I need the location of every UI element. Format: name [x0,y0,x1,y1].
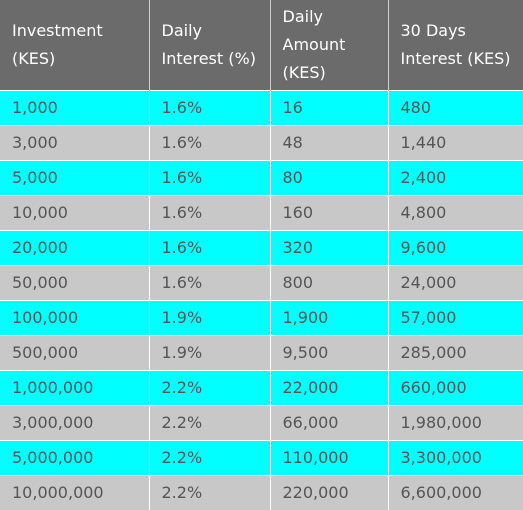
column-header-investment: Investment (KES) [0,0,150,90]
column-header-daily-amount: Daily Amount (KES) [270,0,389,90]
investment-cell: 5,000 [0,159,150,195]
investment-cell: 1,000,000 [0,369,150,405]
column-header-daily-interest: Daily Interest (%) [149,0,271,90]
table-row: 5,000 1.6% 80 2,400 [0,159,523,195]
daily-amount-cell: 800 [270,264,389,300]
table-row: 3,000,000 2.2% 66,000 1,980,000 [0,404,523,440]
thirty-days-interest-cell: 3,300,000 [388,439,523,475]
daily-amount-cell: 320 [270,229,389,265]
daily-amount-cell: 80 [270,159,389,195]
daily-interest-cell: 2.2% [149,404,271,440]
table-row: 3,000 1.6% 48 1,440 [0,124,523,160]
daily-interest-cell: 2.2% [149,474,271,510]
daily-interest-cell: 2.2% [149,369,271,405]
investment-cell: 3,000 [0,124,150,160]
investment-cell: 10,000 [0,194,150,230]
thirty-days-interest-cell: 1,440 [388,124,523,160]
daily-interest-cell: 1.6% [149,124,271,160]
daily-amount-cell: 110,000 [270,439,389,475]
daily-interest-cell: 1.6% [149,159,271,195]
table-row: 1,000 1.6% 16 480 [0,89,523,125]
thirty-days-interest-cell: 2,400 [388,159,523,195]
investment-cell: 20,000 [0,229,150,265]
daily-interest-cell: 2.2% [149,439,271,475]
investment-cell: 100,000 [0,299,150,335]
daily-amount-cell: 66,000 [270,404,389,440]
thirty-days-interest-cell: 24,000 [388,264,523,300]
thirty-days-interest-cell: 480 [388,89,523,125]
daily-amount-cell: 48 [270,124,389,160]
table-row: 20,000 1.6% 320 9,600 [0,229,523,265]
table-row: 500,000 1.9% 9,500 285,000 [0,334,523,370]
table-row: 1,000,000 2.2% 22,000 660,000 [0,369,523,405]
daily-interest-cell: 1.9% [149,334,271,370]
investment-cell: 500,000 [0,334,150,370]
thirty-days-interest-cell: 1,980,000 [388,404,523,440]
thirty-days-interest-cell: 9,600 [388,229,523,265]
investment-cell: 5,000,000 [0,439,150,475]
thirty-days-interest-cell: 6,600,000 [388,474,523,510]
daily-interest-cell: 1.6% [149,229,271,265]
investment-cell: 50,000 [0,264,150,300]
daily-interest-cell: 1.6% [149,264,271,300]
investment-cell: 1,000 [0,89,150,125]
daily-amount-cell: 9,500 [270,334,389,370]
table-body: 1,000 1.6% 16 480 3,000 1.6% 48 1,440 5,000 1.6% 8… [0,89,523,510]
table-row: 50,000 1.6% 800 24,000 [0,264,523,300]
daily-interest-cell: 1.6% [149,194,271,230]
thirty-days-interest-cell: 4,800 [388,194,523,230]
daily-amount-cell: 1,900 [270,299,389,335]
table-row: 100,000 1.9% 1,900 57,000 [0,299,523,335]
daily-amount-cell: 16 [270,89,389,125]
daily-amount-cell: 160 [270,194,389,230]
thirty-days-interest-cell: 285,000 [388,334,523,370]
header-row: Investment (KES) Daily Interest (%) Dail… [0,0,523,90]
table-row: 10,000 1.6% 160 4,800 [0,194,523,230]
daily-amount-cell: 220,000 [270,474,389,510]
thirty-days-interest-cell: 660,000 [388,369,523,405]
table-row: 5,000,000 2.2% 110,000 3,300,000 [0,439,523,475]
investment-cell: 3,000,000 [0,404,150,440]
table-header: Investment (KES) Daily Interest (%) Dail… [0,0,523,90]
column-header-30-days-interest: 30 Days Interest (KES) [400,20,511,68]
daily-amount-cell: 22,000 [270,369,389,405]
table-row: 10,000,000 2.2% 220,000 6,600,000 [0,474,523,510]
daily-interest-cell: 1.9% [149,299,271,335]
investment-cell: 10,000,000 [0,474,150,510]
daily-interest-cell: 1.6% [149,89,271,125]
thirty-days-interest-cell: 57,000 [388,299,523,335]
